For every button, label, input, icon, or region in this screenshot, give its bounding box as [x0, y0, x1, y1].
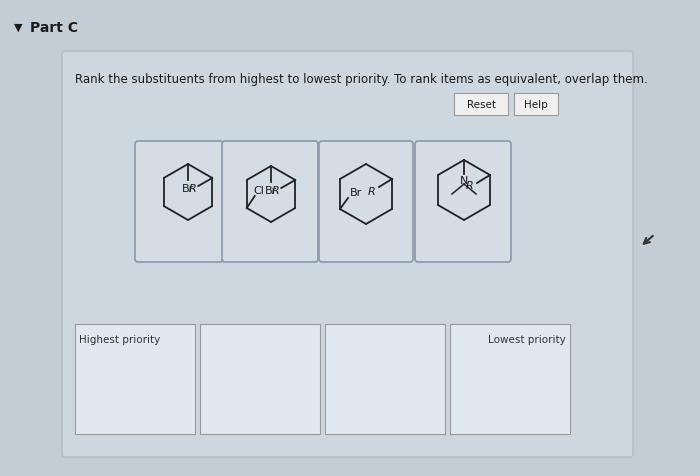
- FancyBboxPatch shape: [62, 52, 633, 457]
- FancyBboxPatch shape: [75, 324, 195, 434]
- Text: R: R: [188, 184, 196, 194]
- FancyBboxPatch shape: [200, 324, 320, 434]
- Text: Rank the substituents from highest to lowest priority. To rank items as equivale: Rank the substituents from highest to lo…: [75, 73, 648, 86]
- Text: Cl: Cl: [253, 186, 264, 196]
- FancyBboxPatch shape: [319, 142, 413, 262]
- Text: ▼: ▼: [14, 23, 22, 33]
- FancyBboxPatch shape: [415, 142, 511, 262]
- FancyBboxPatch shape: [222, 142, 318, 262]
- Text: Reset: Reset: [466, 100, 496, 110]
- Text: R: R: [272, 186, 279, 196]
- Text: Br: Br: [182, 184, 194, 194]
- Text: Help: Help: [524, 100, 548, 110]
- FancyBboxPatch shape: [135, 142, 223, 262]
- Text: Highest priority: Highest priority: [79, 334, 160, 344]
- Text: Part C: Part C: [30, 21, 78, 35]
- Text: Lowest priority: Lowest priority: [489, 334, 566, 344]
- Text: R: R: [368, 187, 376, 197]
- FancyBboxPatch shape: [514, 94, 558, 116]
- Text: R: R: [466, 180, 474, 190]
- FancyBboxPatch shape: [325, 324, 445, 434]
- FancyBboxPatch shape: [454, 94, 508, 116]
- Text: N: N: [460, 176, 468, 186]
- FancyBboxPatch shape: [450, 324, 570, 434]
- Text: Br: Br: [265, 186, 277, 196]
- Text: Br: Br: [350, 188, 362, 198]
